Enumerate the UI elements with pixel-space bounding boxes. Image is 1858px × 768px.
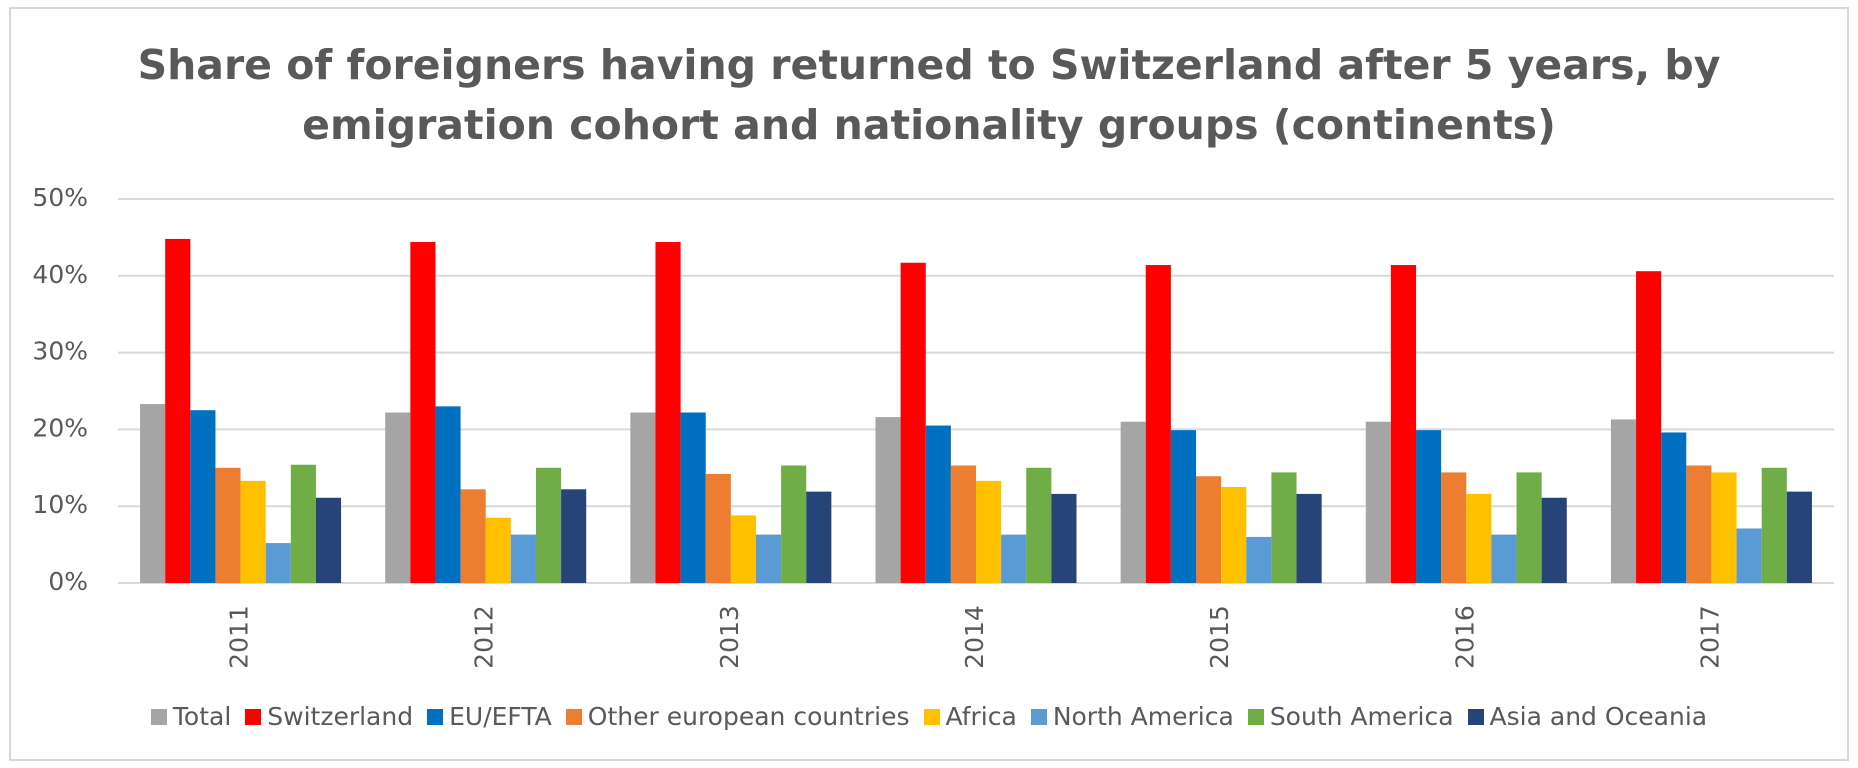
bar [680, 412, 706, 583]
chart-title: Share of foreigners having returned to S… [138, 41, 1721, 89]
bar [1491, 534, 1517, 583]
bar [410, 242, 436, 583]
bar [1711, 472, 1737, 583]
bar [1516, 472, 1542, 583]
x-tick-label: 2017 [1695, 605, 1724, 669]
bar [1466, 493, 1492, 583]
bar [240, 480, 266, 583]
bar [1686, 465, 1712, 583]
legend-label: EU/EFTA [449, 702, 552, 731]
legend-label: Asia and Oceania [1489, 702, 1708, 731]
bar [1365, 421, 1391, 583]
legend-swatch [427, 708, 444, 725]
legend-label: Other european countries [587, 702, 910, 731]
x-tick-label: 2016 [1450, 605, 1479, 669]
bar [435, 406, 461, 583]
legend-label: Total [172, 702, 232, 731]
bar [875, 417, 901, 583]
legend-item: Other european countries [565, 702, 910, 731]
bar [900, 262, 926, 583]
bar [510, 534, 536, 583]
y-tick-label: 40% [32, 260, 88, 289]
legend-swatch [923, 708, 940, 725]
bar [1416, 430, 1442, 583]
legend-item: Switzerland [245, 702, 413, 731]
bar [655, 242, 681, 583]
legend-item: North America [1030, 702, 1234, 731]
bar [290, 464, 316, 583]
bar [950, 465, 976, 583]
bar [1001, 534, 1027, 583]
legend-swatch [150, 708, 167, 725]
legend-swatch [1247, 708, 1264, 725]
bar [140, 404, 166, 583]
bar [1736, 528, 1762, 583]
bar [806, 491, 832, 583]
bar [265, 543, 291, 583]
legend-swatch [1030, 708, 1047, 725]
legend-swatch [565, 708, 582, 725]
bar [1441, 472, 1467, 583]
legend-swatch [245, 708, 262, 725]
bar [1026, 467, 1052, 583]
bar [1636, 271, 1662, 583]
y-tick-label: 20% [32, 413, 88, 442]
legend-item: EU/EFTA [427, 702, 552, 731]
bar [1271, 472, 1297, 583]
bar [1786, 491, 1812, 583]
bar [1221, 487, 1247, 583]
bar [1761, 467, 1787, 583]
legend-swatch [1467, 708, 1484, 725]
bar [1661, 432, 1687, 583]
bar [630, 412, 656, 583]
legend-label: South America [1269, 702, 1454, 731]
bar [385, 412, 411, 583]
x-tick-label: 2011 [225, 605, 254, 669]
bar [460, 489, 486, 583]
legend-label: Switzerland [267, 702, 414, 731]
bar [1390, 265, 1417, 583]
bar [976, 480, 1002, 583]
bar [1051, 493, 1077, 583]
bar [1196, 476, 1222, 583]
y-tick-label: 50% [32, 183, 88, 212]
bar [781, 465, 807, 583]
x-tick-label: 2012 [470, 605, 499, 669]
bar [1120, 421, 1146, 583]
bar [190, 410, 216, 583]
x-tick-label: 2014 [960, 605, 989, 669]
bar [561, 489, 587, 583]
bar [535, 467, 562, 583]
bar [1170, 430, 1197, 583]
legend-item: Total [150, 702, 232, 731]
x-tick-label: 2013 [715, 605, 744, 669]
bar [315, 497, 342, 583]
y-tick-label: 10% [32, 490, 88, 519]
bar [1145, 265, 1171, 583]
bar [165, 238, 191, 583]
bar [485, 517, 511, 583]
chart-border [9, 7, 1849, 761]
legend-label: North America [1052, 702, 1234, 731]
y-tick-label: 0% [48, 567, 88, 596]
legend-item: Asia and Oceania [1467, 702, 1708, 731]
bar [730, 515, 756, 583]
bar [215, 467, 241, 583]
bar [705, 473, 731, 583]
legend: Total Switzerland EU/EFTA Other european co… [0, 702, 1858, 731]
bar [1246, 536, 1272, 583]
legend-label: Africa [945, 702, 1017, 731]
y-tick-label: 30% [32, 337, 88, 366]
legend-item: Africa [923, 702, 1017, 731]
legend-item: South America [1247, 702, 1454, 731]
bar [925, 425, 951, 583]
chart-title: emigration cohort and nationality groups… [302, 101, 1556, 149]
bar [1541, 497, 1567, 583]
bar [755, 534, 782, 583]
bar [1610, 419, 1637, 583]
x-tick-label: 2015 [1205, 605, 1234, 669]
bar [1296, 493, 1322, 583]
